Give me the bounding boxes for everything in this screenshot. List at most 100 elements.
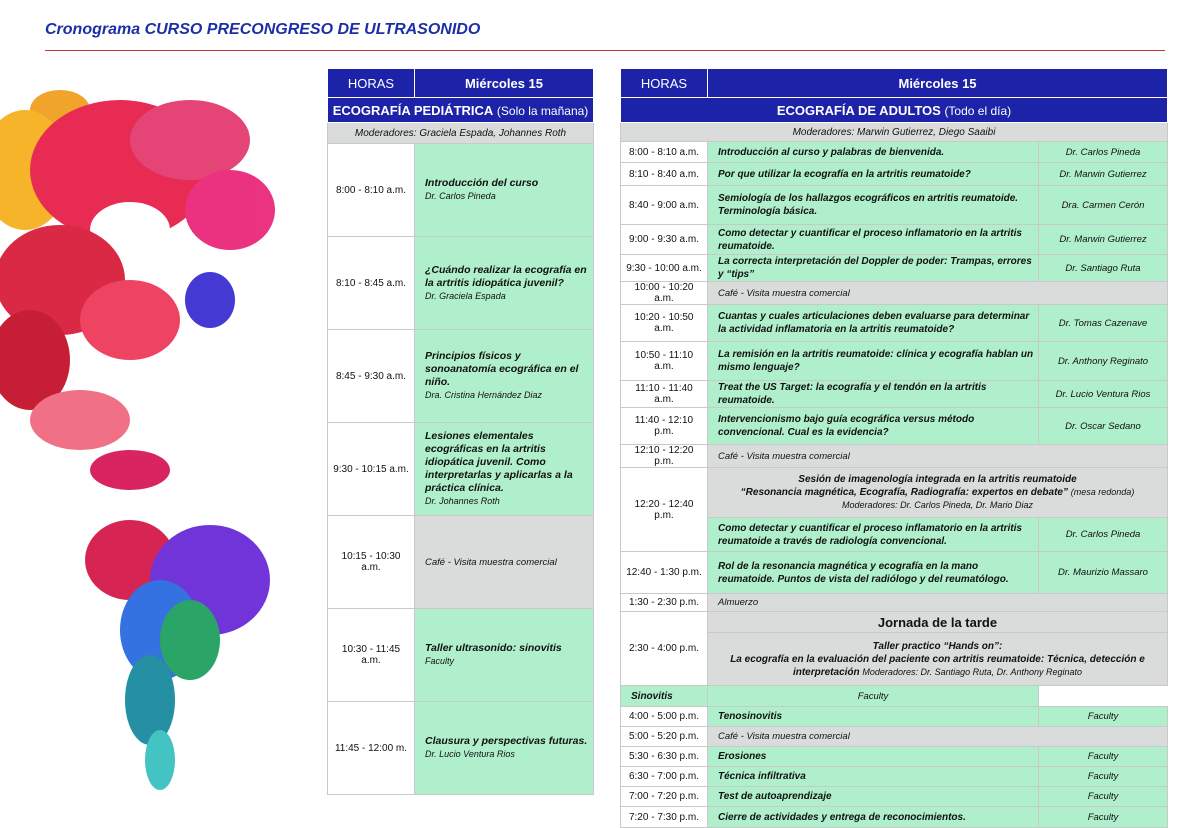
session: Clausura y perspectivas futuras. Dr. Luci…	[414, 701, 594, 795]
day-header: Miércoles 15	[464, 75, 544, 91]
title-rule	[45, 50, 1165, 51]
session: Café - Visita muestra comercial	[414, 515, 594, 609]
talk-title: Cuantas y cuales articulaciones deben ev…	[707, 304, 1039, 342]
cell	[145, 730, 175, 790]
time: 7:20 - 7:30 p.m.	[620, 806, 708, 828]
break: Café - Visita muestra comercial	[706, 726, 1169, 747]
schedule-row: 8:10 - 8:40 a.m. Por que utilizar la ecog…	[620, 162, 1169, 186]
time: 10:50 - 11:10 a.m.	[620, 341, 708, 381]
cell: 2:30 - 4:00 p.m. Jornada de la tarde Tall…	[620, 611, 1169, 686]
cell: HORAS Miércoles 15 ECOGRAFÍA PEDIÁTRICA (…	[327, 68, 594, 144]
session-note: (mesa redonda)	[1070, 487, 1135, 497]
schedule-row: 12:40 - 1:30 p.m. Rol de la resonancia ma…	[620, 551, 1169, 594]
cell: HORAS Miércoles 15 ECOGRAFÍA DE ADULTOS (…	[619, 68, 1169, 142]
table-row: Moderadores: Marwin Gutierrez, Diego Saa…	[619, 122, 1169, 142]
time: 8:45 - 9:30 a.m.	[327, 329, 415, 423]
schedule-row: 7:20 - 7:30 p.m. Cierre de actividades y …	[620, 806, 1169, 828]
table-row: ECOGRAFÍA DE ADULTOS (Todo el día)	[619, 97, 1169, 123]
table-row: HORAS Miércoles 15	[327, 68, 594, 98]
time: 12:10 - 12:20 p.m.	[620, 444, 708, 468]
moderators: Moderadores: Graciela Espada, Johannes R…	[327, 122, 594, 144]
session-moderators: Moderadores: Dr. Carlos Pineda, Dr. Mari…	[842, 500, 1033, 510]
workshop-topic: La ecografía en la evaluación del pacien…	[730, 653, 1145, 678]
talk-title: Clausura y perspectivas futuras.	[425, 735, 588, 747]
time: 8:10 - 8:40 a.m.	[620, 162, 708, 186]
pediatric-rows: 8:00 - 8:10 a.m. Introducción del curso Dr…	[327, 143, 594, 795]
cell: Miércoles 15	[706, 68, 1169, 98]
time: 12:20 - 12:40 p.m.	[620, 467, 708, 552]
workshop-title: Taller practico “Hands on”:	[872, 640, 1003, 652]
speaker: Faculty	[425, 656, 455, 666]
cell: Taller practico “Hands on”: La ecografía …	[706, 632, 1169, 686]
talk-title: Como detectar y cuantificar el proceso i…	[707, 224, 1039, 255]
talk-title: Tenosinovitis	[707, 706, 1039, 727]
speaker: Dr. Marwin Gutierrez	[1037, 162, 1169, 186]
workshop-moderators: Moderadores: Dr. Santiago Ruta, Dr. Anth…	[862, 666, 1083, 677]
midday-rows: 12:40 - 1:30 p.m. Rol de la resonancia ma…	[620, 551, 1169, 612]
cell	[185, 170, 275, 250]
schedule-row: 11:40 - 12:10 p.m. Intervencionismo bajo …	[620, 407, 1169, 445]
afternoon-heading: Jornada de la tarde	[706, 611, 1169, 633]
speaker: Dr. Tomas Cazenave	[1037, 304, 1169, 342]
talk-title: Introducción del curso	[425, 177, 539, 189]
table-row: HORAS Miércoles 15	[620, 68, 1169, 98]
talk-title: Cierre de actividades y entrega de recon…	[707, 806, 1039, 828]
time: 1:30 - 2:30 p.m.	[620, 593, 708, 612]
schedule-row: 12:10 - 12:20 p.m. Café - Visita muestra …	[620, 444, 1169, 468]
speaker: Dr. Marwin Gutierrez	[1037, 224, 1169, 255]
talk-title: Técnica infiltrativa	[707, 766, 1039, 787]
speaker: Dr. Johannes Roth	[425, 496, 500, 506]
cell	[90, 202, 170, 258]
cell	[185, 272, 235, 328]
speaker: Dr. Maurizio Massaro	[1037, 551, 1169, 594]
section-title: ECOGRAFÍA PEDIÁTRICA	[332, 102, 494, 118]
speaker: Dr. Oscar Sedano	[1037, 407, 1169, 445]
cell: Miércoles 15	[414, 68, 594, 98]
cell	[160, 600, 220, 680]
cell: ECOGRAFÍA PEDIÁTRICA (Solo la mañana)	[327, 97, 594, 123]
speaker: Faculty	[1037, 706, 1169, 727]
schedule-row: 9:00 - 9:30 a.m. Como detectar y cuantifi…	[620, 224, 1169, 255]
time: 9:30 - 10:15 a.m.	[327, 422, 415, 516]
schedule-row: 11:45 - 12:00 m. Clausura y perspectivas …	[327, 701, 594, 795]
time: 8:40 - 9:00 a.m.	[620, 185, 708, 225]
table-row: 2:30 - 4:00 p.m. Jornada de la tarde	[620, 611, 1169, 686]
adults-table: HORAS Miércoles 15 ECOGRAFÍA DE ADULTOS (…	[619, 68, 1169, 828]
time: 9:30 - 10:00 a.m.	[620, 254, 708, 282]
speaker: Faculty	[1037, 766, 1169, 787]
cell	[0, 310, 70, 410]
talk-title: Principios físicos y sonoanatomía ecográ…	[425, 350, 579, 388]
schedule-row: Sinovitis Faculty	[620, 685, 1168, 707]
talk-title: Café - Visita muestra comercial	[425, 556, 557, 568]
cell: Sesión de imagenología integrada en la a…	[706, 467, 1169, 518]
time: 4:00 - 5:00 p.m.	[620, 706, 708, 727]
schedule-row: 10:15 - 10:30 a.m. Café - Visita muestra …	[327, 515, 594, 609]
page-title: Cronograma CURSO PRECONGRESO DE ULTRASON…	[45, 21, 481, 38]
speaker: Faculty	[1037, 786, 1169, 807]
session: Lesiones elementales ecográficas en la a…	[414, 422, 594, 516]
speaker: Dra. Cristina Hernández Diaz	[425, 390, 543, 400]
hours-header: HORAS	[620, 68, 708, 98]
cell: ECOGRAFÍA DE ADULTOS (Todo el día)	[619, 97, 1169, 123]
section-note: (Solo la mañana)	[496, 103, 589, 118]
schedule-row: 8:00 - 8:10 a.m. Introducción del curso Dr…	[327, 143, 594, 237]
schedule-row: 6:30 - 7:00 p.m. Técnica infiltrativa Facu…	[620, 766, 1169, 787]
time: 10:00 - 10:20 a.m.	[620, 281, 708, 305]
session: Introducción del curso Dr. Carlos Pineda	[414, 143, 594, 237]
schedule-row: 8:40 - 9:00 a.m. Semiología de los hallaz…	[620, 185, 1169, 225]
schedule-row: 5:00 - 5:20 p.m. Café - Visita muestra co…	[620, 726, 1169, 747]
table-row: Como detectar y cuantificar el proceso i…	[621, 517, 1169, 552]
time: 7:00 - 7:20 p.m.	[620, 786, 708, 807]
time: 10:15 - 10:30 a.m.	[327, 515, 415, 609]
morning-rows: 8:00 - 8:10 a.m. Introducción al curso y …	[620, 141, 1169, 468]
schedule-row: 8:45 - 9:30 a.m. Principios físicos y son…	[327, 329, 594, 423]
speaker: Dr. Lucio Ventura Rios	[1037, 380, 1169, 408]
talk-title: Erosiones	[707, 746, 1039, 767]
speaker: Dr. Graciela Espada	[425, 290, 506, 301]
time: 11:40 - 12:10 p.m.	[620, 407, 708, 445]
cell	[125, 655, 175, 745]
session-subheading: “Resonancia magnética, Ecografía, Radiog…	[740, 487, 1068, 498]
cell	[0, 90, 275, 790]
time: 6:30 - 7:00 p.m.	[620, 766, 708, 787]
